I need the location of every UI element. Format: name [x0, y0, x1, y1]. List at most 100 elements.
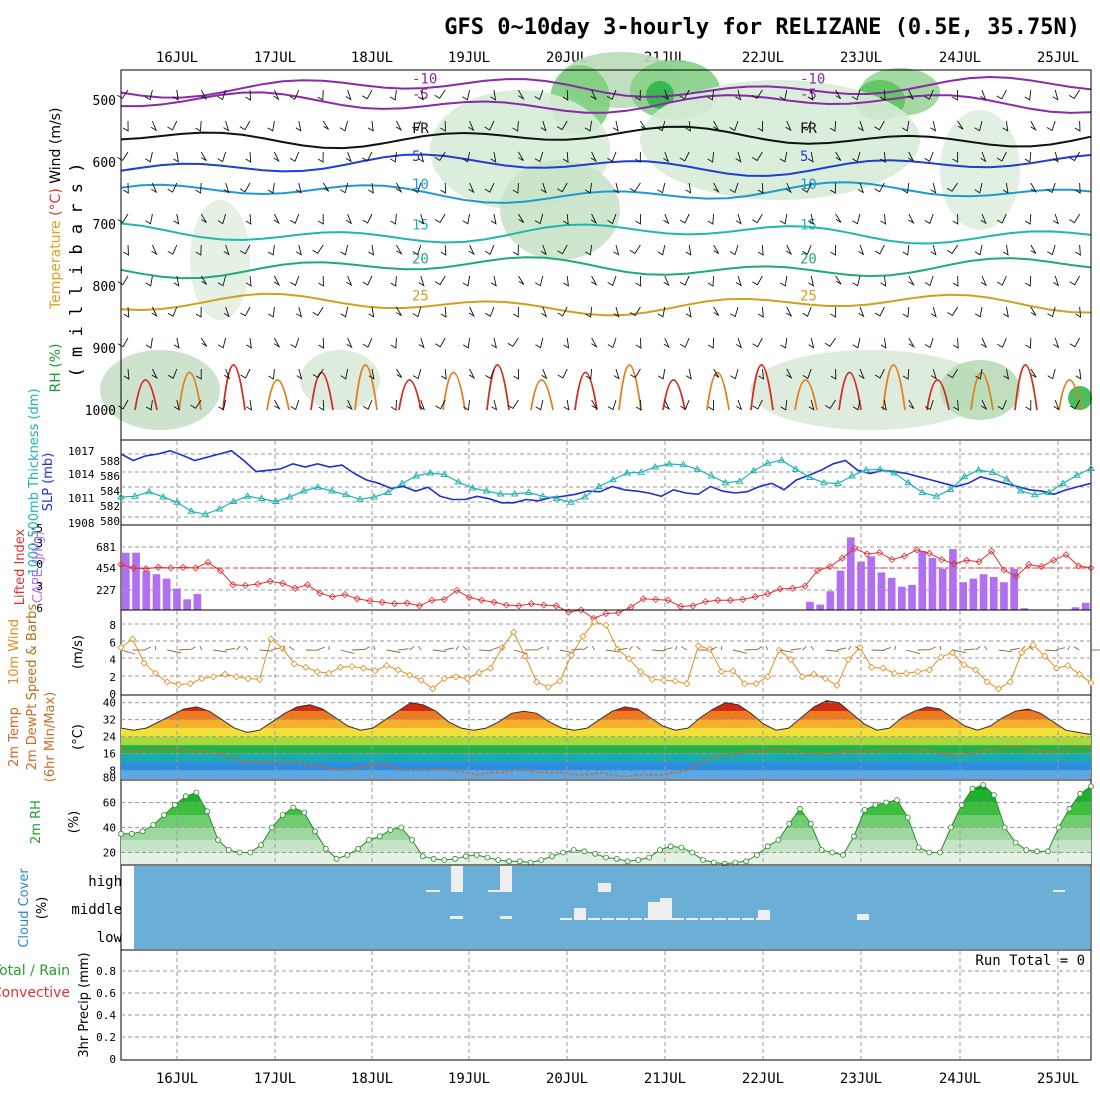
lifted-index-marker — [353, 595, 361, 603]
cloud-level-low: low — [97, 930, 123, 946]
wind-barb — [362, 399, 373, 410]
cloud-background — [134, 866, 1090, 949]
wind-barb — [312, 306, 324, 317]
cape-bar — [1010, 568, 1018, 610]
rh-marker — [667, 843, 674, 850]
rh-marker — [829, 849, 836, 856]
cape-bar — [867, 556, 876, 610]
thickness-marker — [145, 487, 153, 495]
wind-barb — [785, 306, 793, 318]
wind-barb — [713, 244, 720, 254]
wind-barb — [434, 213, 446, 224]
lifted-index-marker — [1074, 562, 1083, 570]
wind-barb — [980, 337, 988, 349]
wind-barb — [607, 399, 617, 411]
wind-barb — [296, 368, 303, 380]
wind-barb — [902, 306, 910, 318]
wind-barb — [952, 152, 959, 163]
cloud-cover-block — [728, 918, 740, 920]
cloud-cover-block — [451, 866, 463, 892]
wind-barb — [418, 213, 425, 225]
wind-speed-marker — [787, 656, 795, 664]
wind-barb — [396, 368, 403, 378]
lifted-index-marker — [614, 609, 623, 617]
wind-barb — [679, 337, 690, 348]
isotherm-label: 20 — [412, 251, 429, 267]
wind-barb — [346, 275, 353, 287]
isotherm-line — [618, 364, 642, 411]
wind-barb — [390, 213, 397, 225]
isotherm-label: -10 — [800, 72, 825, 88]
cape-tick-label: 227 — [96, 584, 116, 597]
wind-barb — [679, 213, 690, 224]
wind-barb — [1047, 306, 1056, 318]
wind-barb — [1069, 399, 1081, 410]
wind-barb — [612, 120, 619, 132]
wind-tick-label: 4 — [109, 654, 116, 667]
cloud-cover-block — [574, 908, 586, 920]
wind-barb — [386, 649, 401, 653]
day-label-top: 24JUL — [939, 50, 981, 66]
cloud-cover-block — [500, 916, 512, 919]
wind-barb — [779, 649, 793, 653]
wind-barb — [1047, 368, 1056, 380]
wind-barb — [807, 89, 814, 101]
isotherm-line — [926, 379, 950, 411]
wind-barb — [267, 182, 275, 194]
day-label-bottom: 17JUL — [254, 1071, 296, 1087]
cape-bar — [938, 568, 947, 610]
wind-barb — [946, 182, 958, 192]
wind-barb — [1025, 337, 1032, 349]
wind-barb — [239, 244, 251, 255]
lifted-index-marker — [552, 602, 560, 610]
wind-barb — [758, 368, 765, 380]
thickness-marker — [496, 490, 505, 497]
isotherm-line — [178, 371, 202, 411]
wind-barb — [1030, 244, 1037, 254]
wind-barb — [996, 151, 1007, 162]
thickness-marker — [159, 493, 168, 500]
lifted-index-marker — [726, 596, 734, 604]
wind-barb — [906, 649, 921, 655]
wind-barb — [173, 151, 179, 163]
wind-barb — [835, 213, 842, 223]
rh-tick-label: 60 — [103, 797, 116, 810]
wind-barb — [663, 275, 670, 287]
day-label-top: 16JUL — [156, 50, 198, 66]
cape-bar — [969, 578, 978, 610]
cloud-cover-block — [450, 916, 463, 919]
wind-barb — [398, 648, 409, 651]
wind-barb — [540, 244, 547, 256]
wind-barb — [562, 151, 569, 163]
wind-barb — [780, 275, 788, 287]
cape-bar — [887, 577, 896, 610]
thickness-marker — [932, 492, 941, 499]
wind-barb — [729, 244, 739, 256]
lifted-index-marker — [664, 596, 672, 604]
wind-barb — [894, 645, 897, 651]
rh-marker — [365, 837, 372, 843]
isotherm-label: 5 — [412, 149, 420, 165]
wind-barb — [908, 213, 915, 225]
wind-barb — [317, 89, 324, 101]
rh-marker — [204, 808, 211, 815]
wind-speed-marker — [279, 644, 287, 652]
wind-barb — [217, 275, 227, 287]
wind-barb — [534, 213, 544, 225]
cloud-level-middle: middle — [71, 902, 122, 918]
isotherm-line — [1014, 364, 1038, 411]
wind-barb — [1025, 399, 1032, 411]
cloud-cover-block — [672, 918, 684, 920]
thickness-marker — [834, 479, 842, 486]
wind-barb — [980, 213, 987, 225]
wind-barb — [195, 120, 202, 132]
wind-speed-marker — [475, 668, 483, 677]
rh-marker — [818, 847, 825, 853]
wind-speed-marker — [325, 669, 333, 677]
wind-barb — [713, 120, 720, 132]
wind-barb — [824, 337, 836, 347]
wind-barb — [339, 120, 349, 132]
chart-title: GFS 0~10day 3-hourly for RELIZANE (0.5E,… — [444, 15, 1080, 40]
wind-barb — [167, 649, 182, 654]
rh-marker — [495, 857, 502, 863]
